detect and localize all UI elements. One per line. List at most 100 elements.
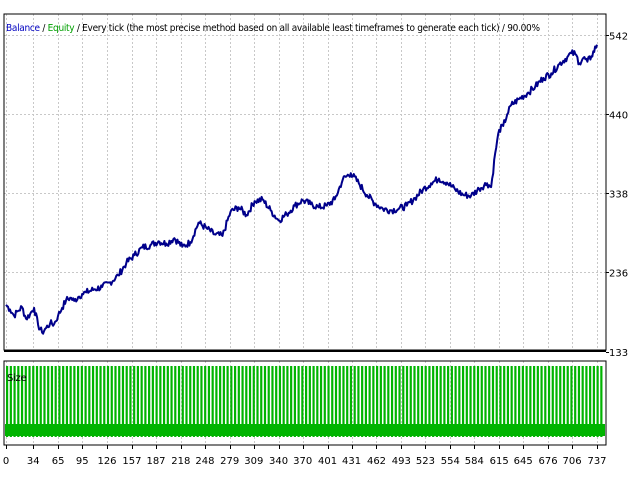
size-bar-30 (118, 366, 121, 437)
size-bar-145 (547, 366, 551, 437)
size-bar-49 (189, 366, 192, 437)
size-bar-51 (196, 366, 199, 437)
size-bar-82 (312, 366, 315, 437)
size-bar-133 (503, 366, 506, 437)
size-bar-86 (327, 366, 330, 437)
size-bar-107 (405, 366, 409, 437)
x-tick-label-10: 309 (244, 456, 263, 467)
size-bar-147 (555, 366, 558, 437)
size-bar-80 (305, 366, 308, 437)
x-tick-label-17: 523 (416, 456, 435, 467)
y-tick-label-0: 133 (609, 348, 628, 359)
size-bar-1 (9, 366, 12, 437)
x-tick-label-18: 554 (441, 456, 460, 467)
x-tick-label-24: 737 (587, 456, 606, 467)
size-bar-44 (170, 366, 173, 437)
size-bar-4 (20, 366, 24, 437)
size-bar-119 (450, 366, 453, 437)
size-bar-10 (43, 366, 46, 437)
size-bar-72 (275, 366, 278, 437)
size-bar-53 (204, 366, 207, 437)
size-bar-43 (166, 366, 169, 437)
size-bar-101 (383, 366, 386, 437)
size-bar-20 (80, 366, 83, 437)
size-bar-69 (263, 366, 267, 437)
size-bar-156 (589, 366, 592, 437)
x-tick-label-11: 340 (269, 456, 288, 467)
x-tick-label-12: 370 (293, 456, 312, 467)
x-tick-label-8: 248 (195, 456, 214, 467)
size-bar-126 (476, 366, 480, 437)
size-bar-136 (514, 366, 517, 437)
size-bar-87 (331, 366, 334, 437)
size-bar-8 (35, 366, 39, 437)
size-bar-158 (596, 366, 599, 437)
size-bar-61 (233, 366, 237, 437)
size-bar-154 (581, 366, 584, 437)
x-tick-label-13: 401 (318, 456, 337, 467)
x-tick-label-23: 706 (563, 456, 582, 467)
size-bar-85 (323, 366, 326, 437)
size-bar-135 (510, 366, 513, 437)
size-bar-62 (237, 366, 240, 437)
size-bar-66 (252, 366, 255, 437)
size-bar-110 (417, 366, 420, 437)
size-bar-17 (69, 366, 72, 437)
y-tick-label-4: 542 (609, 31, 628, 42)
size-bar-56 (215, 366, 218, 437)
size-bar-140 (529, 366, 532, 437)
size-bar-121 (458, 366, 461, 437)
size-bar-68 (260, 366, 263, 437)
size-bar-74 (282, 366, 285, 437)
size-bar-137 (518, 366, 521, 437)
legend-separator: / (39, 23, 48, 34)
size-bar-54 (207, 366, 211, 437)
size-bar-83 (316, 366, 319, 437)
size-bar-92 (349, 366, 353, 437)
y-tick-label-2: 338 (609, 189, 628, 200)
size-bar-36 (140, 366, 143, 437)
size-bar-78 (297, 366, 300, 437)
size-bar-103 (390, 366, 394, 437)
size-bar-127 (480, 366, 483, 437)
main-panel-frame (3, 13, 607, 351)
size-bar-77 (293, 366, 296, 437)
size-bar-109 (413, 366, 416, 437)
size-bar-99 (376, 366, 379, 437)
size-bar-138 (521, 366, 524, 437)
size-bar-35 (136, 366, 140, 437)
x-tick-label-9: 279 (220, 456, 239, 467)
x-tick-label-6: 187 (146, 456, 165, 467)
size-bar-27 (106, 366, 110, 437)
size-bar-47 (181, 366, 184, 437)
size-bar-28 (110, 366, 113, 437)
size-bar-120 (454, 366, 457, 437)
size-bar-142 (536, 366, 539, 437)
size-bar-64 (245, 366, 248, 437)
size-bar-98 (372, 366, 375, 437)
size-bar-128 (484, 366, 487, 437)
size-bar-75 (286, 366, 289, 437)
size-bar-123 (465, 366, 468, 437)
x-tick-label-20: 615 (490, 456, 509, 467)
size-bar-0 (6, 366, 9, 437)
size-bar-152 (574, 366, 577, 437)
x-tick-label-2: 65 (52, 456, 65, 467)
size-bar-144 (544, 366, 547, 437)
size-bar-40 (155, 366, 158, 437)
size-bar-59 (226, 366, 229, 437)
size-bar-95 (361, 366, 364, 437)
size-bar-22 (88, 366, 91, 437)
size-bar-91 (346, 366, 349, 437)
size-bar-116 (439, 366, 442, 437)
y-tick-label-3: 440 (609, 110, 628, 121)
size-bar-118 (447, 366, 450, 437)
size-bar-37 (144, 366, 147, 437)
size-bar-108 (409, 366, 412, 437)
size-bar-16 (65, 366, 68, 437)
size-bar-7 (32, 366, 35, 437)
main-gridlines (4, 14, 606, 350)
size-bar-13 (54, 366, 57, 437)
size-bar-26 (103, 366, 106, 437)
size-bar-97 (368, 366, 371, 437)
